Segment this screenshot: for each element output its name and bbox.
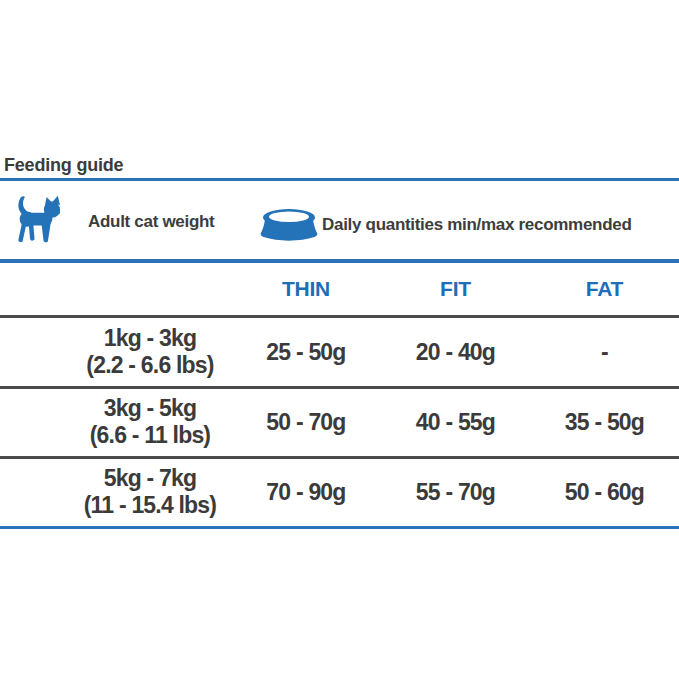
weight-kg: 1kg - 3kg xyxy=(75,325,225,352)
table-row: 5kg - 7kg (11 - 15.4 lbs) 70 - 90g 55 - … xyxy=(0,458,679,526)
weight-cell: 3kg - 5kg (6.6 - 11 lbs) xyxy=(75,395,225,449)
weight-kg: 3kg - 5kg xyxy=(75,395,225,422)
weight-lbs: (11 - 15.4 lbs) xyxy=(75,492,225,519)
cat-icon xyxy=(11,191,65,249)
fat-value-cell: 50 - 60g xyxy=(530,479,679,506)
weight-lbs: (6.6 - 11 lbs) xyxy=(75,422,225,449)
adult-cat-weight-label: Adult cat weight xyxy=(88,212,214,232)
section-title: Feeding guide xyxy=(4,155,123,176)
fat-value-cell: - xyxy=(530,339,679,366)
table-legend-row: Adult cat weight Daily quantities min/ma… xyxy=(0,181,679,259)
table-row: 1kg - 3kg (2.2 - 6.6 lbs) 25 - 50g 20 - … xyxy=(0,318,679,386)
table-row: 3kg - 5kg (6.6 - 11 lbs) 50 - 70g 40 - 5… xyxy=(0,388,679,456)
column-header-row: THIN FIT FAT xyxy=(0,263,679,315)
thin-value-cell: 70 - 90g xyxy=(231,479,381,506)
weight-lbs: (2.2 - 6.6 lbs) xyxy=(75,352,225,379)
fit-value-cell: 40 - 55g xyxy=(381,409,530,436)
thin-value-cell: 25 - 50g xyxy=(231,339,381,366)
weight-cell: 5kg - 7kg (11 - 15.4 lbs) xyxy=(75,465,225,519)
food-bowl-icon xyxy=(259,207,319,245)
daily-quantities-label: Daily quantities min/max recommended xyxy=(322,215,631,235)
divider-bottom xyxy=(0,526,679,529)
fit-value-cell: 55 - 70g xyxy=(381,479,530,506)
weight-kg: 5kg - 7kg xyxy=(75,465,225,492)
fit-value-cell: 20 - 40g xyxy=(381,339,530,366)
feeding-guide-panel: Feeding guide xyxy=(0,0,679,679)
column-header-fat: FAT xyxy=(530,277,679,301)
column-header-fit: FIT xyxy=(381,277,530,301)
column-header-thin: THIN xyxy=(231,277,381,301)
weight-cell: 1kg - 3kg (2.2 - 6.6 lbs) xyxy=(75,325,225,379)
thin-value-cell: 50 - 70g xyxy=(231,409,381,436)
fat-value-cell: 35 - 50g xyxy=(530,409,679,436)
